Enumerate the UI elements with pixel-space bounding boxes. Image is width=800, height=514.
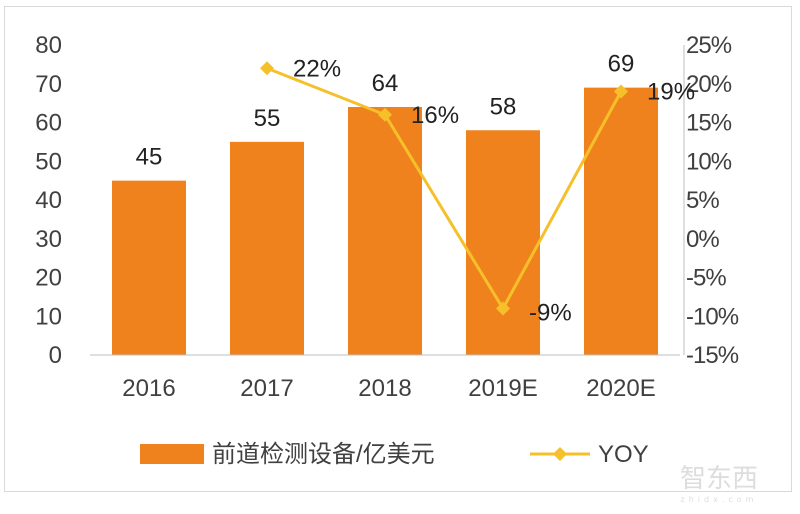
category-label: 2019E: [468, 375, 537, 402]
watermark-text: 智东西: [680, 464, 759, 494]
right-axis-tick: 5%: [686, 187, 719, 214]
yoy-point-2019E: [496, 301, 510, 316]
bar-2019E: [466, 130, 540, 355]
bar-2018: [348, 107, 422, 355]
legend-line-marker: [553, 447, 567, 461]
category-label: 2018: [358, 375, 411, 402]
watermark-logo: 智东西 zhidx.com: [680, 458, 758, 504]
bar-2016: [112, 180, 186, 355]
right-axis-tick: -15%: [686, 342, 739, 369]
bar-data-label: 55: [254, 105, 281, 132]
category-label: 2017: [240, 375, 293, 402]
right-axis-tick: -10%: [686, 303, 739, 330]
legend-bar-label: 前道检测设备/亿美元: [212, 441, 435, 468]
category-label: 2016: [122, 375, 175, 402]
yoy-data-label: 22%: [293, 55, 341, 82]
left-axis-tick: 30: [35, 226, 62, 253]
watermark-sub: zhidx.com: [680, 495, 758, 504]
left-axis-tick: 80: [35, 32, 62, 59]
yoy-data-label: 19%: [647, 79, 695, 106]
left-axis-tick: 40: [35, 187, 62, 214]
yoy-point-2017: [260, 61, 274, 76]
left-axis-tick: 0: [49, 342, 62, 369]
yoy-point-2018: [378, 107, 392, 122]
left-axis-tick: 10: [35, 303, 62, 330]
category-label: 2020E: [586, 375, 655, 402]
right-axis-tick: 15%: [686, 110, 732, 137]
left-axis-tick: 20: [35, 265, 62, 292]
right-axis-tick: 0%: [686, 226, 719, 253]
bar-data-label: 69: [608, 51, 635, 78]
yoy-line: [266, 66, 623, 312]
right-axis-tick: -5%: [686, 265, 726, 292]
right-axis-tick: 20%: [686, 71, 732, 98]
bar-data-label: 45: [136, 144, 163, 171]
left-axis-tick: 60: [35, 110, 62, 137]
left-axis-tick: 50: [35, 148, 62, 175]
bar-2020E: [584, 87, 658, 355]
legend-bar-swatch: [140, 444, 204, 464]
yoy-data-label: -9%: [529, 300, 572, 327]
bar-2017: [230, 141, 304, 355]
left-axis-tick: 70: [35, 71, 62, 98]
bar-data-label: 58: [490, 93, 517, 120]
right-axis-tick: 10%: [686, 148, 732, 175]
yoy-data-label: 16%: [411, 102, 459, 129]
legend-line-label: YOY: [598, 441, 649, 468]
right-axis-tick: 25%: [686, 32, 732, 59]
bar-data-label: 64: [372, 70, 399, 97]
yoy-point-2020E: [614, 84, 628, 99]
